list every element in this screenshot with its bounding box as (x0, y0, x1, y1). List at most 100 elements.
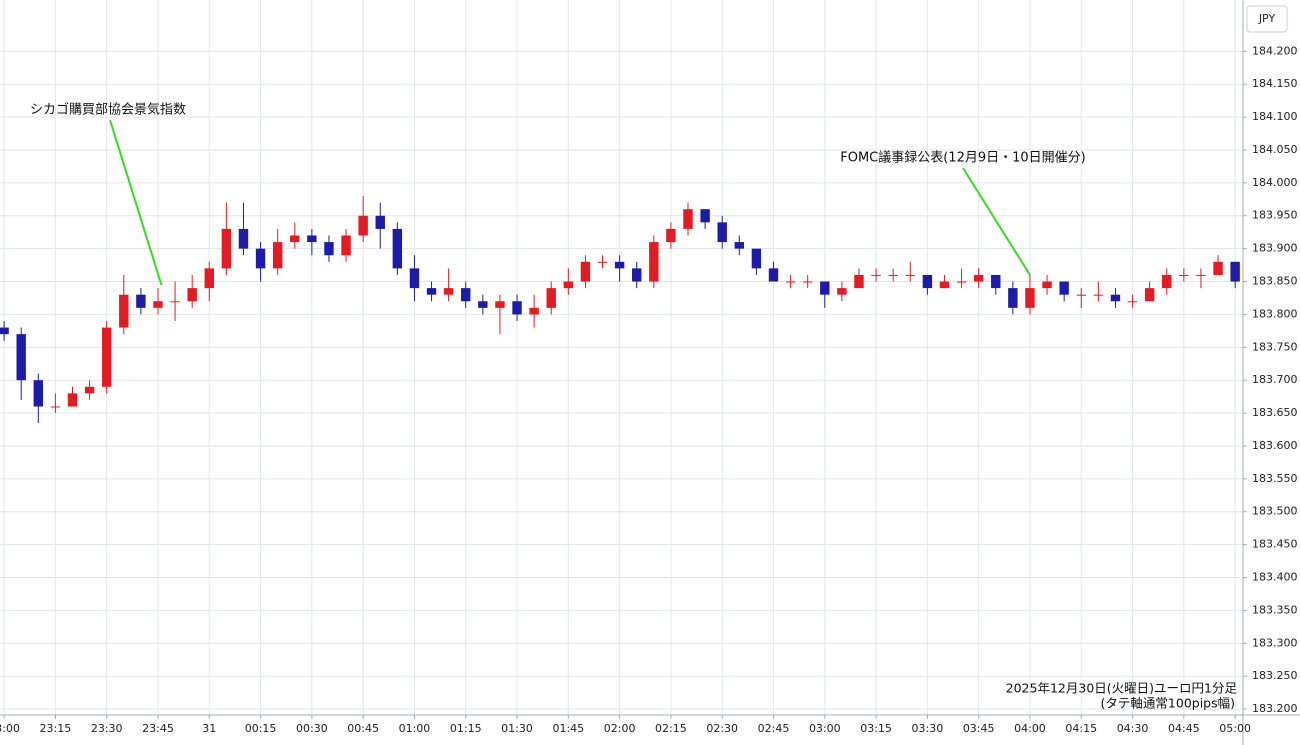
candle-body (905, 274, 915, 276)
candle-body (785, 281, 796, 283)
x-tick-label: 02:30 (706, 722, 738, 735)
y-tick-label: 183.800 (1252, 307, 1298, 320)
candle-body (204, 268, 214, 289)
candle-body (1127, 301, 1138, 303)
axis-labels: 183.200 183.250 183.300 183.350 183.400 183.4… (0, 44, 1298, 735)
candle-body (939, 281, 950, 289)
candle-body (973, 274, 984, 282)
y-tick-label: 183.500 (1252, 505, 1298, 518)
candle-body (101, 327, 112, 387)
candle-body (751, 248, 762, 269)
candle-body (461, 288, 471, 302)
candles (0, 196, 1240, 423)
candle-body (307, 235, 317, 243)
y-tick-label: 183.250 (1252, 669, 1298, 682)
x-tick-label: 04:45 (1168, 722, 1200, 735)
candle-body (580, 261, 591, 282)
y-axis-panel (1243, 0, 1300, 745)
y-tick-label: 183.200 (1252, 702, 1298, 715)
candle-body (392, 228, 403, 269)
y-tick-label: 183.950 (1252, 209, 1298, 222)
candle-body (170, 301, 180, 303)
candle-body (683, 209, 693, 229)
candle-body (153, 301, 163, 308)
x-tick-label: 00:30 (296, 722, 328, 735)
candle-body (717, 222, 727, 243)
candle-body (820, 281, 830, 295)
candle-body (922, 274, 933, 289)
candle-body (324, 242, 334, 256)
y-tick-label: 183.850 (1252, 275, 1298, 288)
candle-body (1025, 288, 1035, 308)
x-tick-label: 23:15 (40, 722, 72, 735)
candle-body (358, 215, 368, 236)
candle-body (495, 301, 505, 308)
candle-body (512, 301, 522, 315)
candle-body (1093, 294, 1104, 296)
x-tick-label: 01:45 (552, 722, 584, 735)
candle-body (1230, 261, 1240, 282)
y-tick-label: 183.750 (1252, 340, 1298, 353)
candle-body (1110, 294, 1121, 302)
x-tick-label: 31 (202, 722, 216, 735)
candle-body (136, 294, 146, 308)
y-tick-label: 183.900 (1252, 242, 1298, 255)
y-tick-label: 183.700 (1252, 373, 1298, 386)
y-tick-label: 184.100 (1252, 110, 1298, 123)
x-tick-label: 02:15 (655, 722, 687, 735)
y-tick-label: 183.350 (1252, 603, 1298, 616)
candle-body (991, 274, 1001, 289)
y-tick-label: 183.400 (1252, 571, 1298, 584)
x-tick-label: 00:15 (245, 722, 277, 735)
x-tick-label: 04:00 (1014, 722, 1046, 735)
x-tick-label: 05:00 (1219, 722, 1251, 735)
candle-body (50, 406, 61, 408)
candle-body (649, 242, 659, 282)
candle-body (0, 327, 9, 335)
x-tick-label: 23:00 (0, 722, 20, 735)
candle-body (255, 248, 266, 269)
currency-label: JPY (1258, 12, 1276, 25)
candle-body (837, 288, 847, 295)
candle-body (1059, 281, 1069, 295)
candle-body (478, 301, 488, 308)
candle-body (272, 242, 283, 269)
x-tick-label: 01:30 (501, 722, 533, 735)
candle-body (1076, 294, 1086, 296)
candle-body (734, 242, 745, 249)
candle-body (375, 215, 385, 229)
candle-body (956, 281, 967, 283)
candle-body (854, 274, 864, 289)
candle-body (888, 274, 898, 276)
candle-body (529, 307, 539, 315)
annotation-line (962, 167, 1031, 276)
y-tick-label: 184.000 (1252, 176, 1298, 189)
candle-body (221, 228, 232, 269)
annotation-label: FOMC議事録公表(12月9日・10日開催分) (840, 151, 1086, 166)
candle-body (597, 261, 608, 263)
y-tick-label: 183.300 (1252, 636, 1298, 649)
candle-body (1196, 274, 1206, 276)
candle-body (238, 228, 249, 249)
x-tick-label: 02:45 (758, 722, 790, 735)
annotations: シカゴ購買部協会景気指数 FOMC議事録公表(12月9日・10日開催分) (30, 102, 1086, 286)
candle-body (546, 288, 556, 308)
x-tick-label: 01:15 (450, 722, 482, 735)
x-axis-panel (0, 715, 1300, 745)
y-tick-label: 184.150 (1252, 77, 1298, 90)
candle-body (1162, 274, 1172, 289)
candle-body (16, 334, 26, 381)
candle-body (1179, 274, 1189, 276)
y-tick-label: 183.550 (1252, 472, 1298, 485)
x-tick-label: 23:30 (91, 722, 123, 735)
candle-body (119, 294, 129, 328)
candle-body (632, 268, 642, 282)
y-tick-label: 183.600 (1252, 439, 1298, 452)
candle-body (341, 235, 351, 256)
candle-body (187, 288, 197, 302)
candle-body (1213, 261, 1223, 275)
grid (0, 0, 1243, 715)
candle-body (614, 261, 625, 269)
candle-body (1042, 281, 1052, 289)
currency-box (1246, 5, 1288, 33)
